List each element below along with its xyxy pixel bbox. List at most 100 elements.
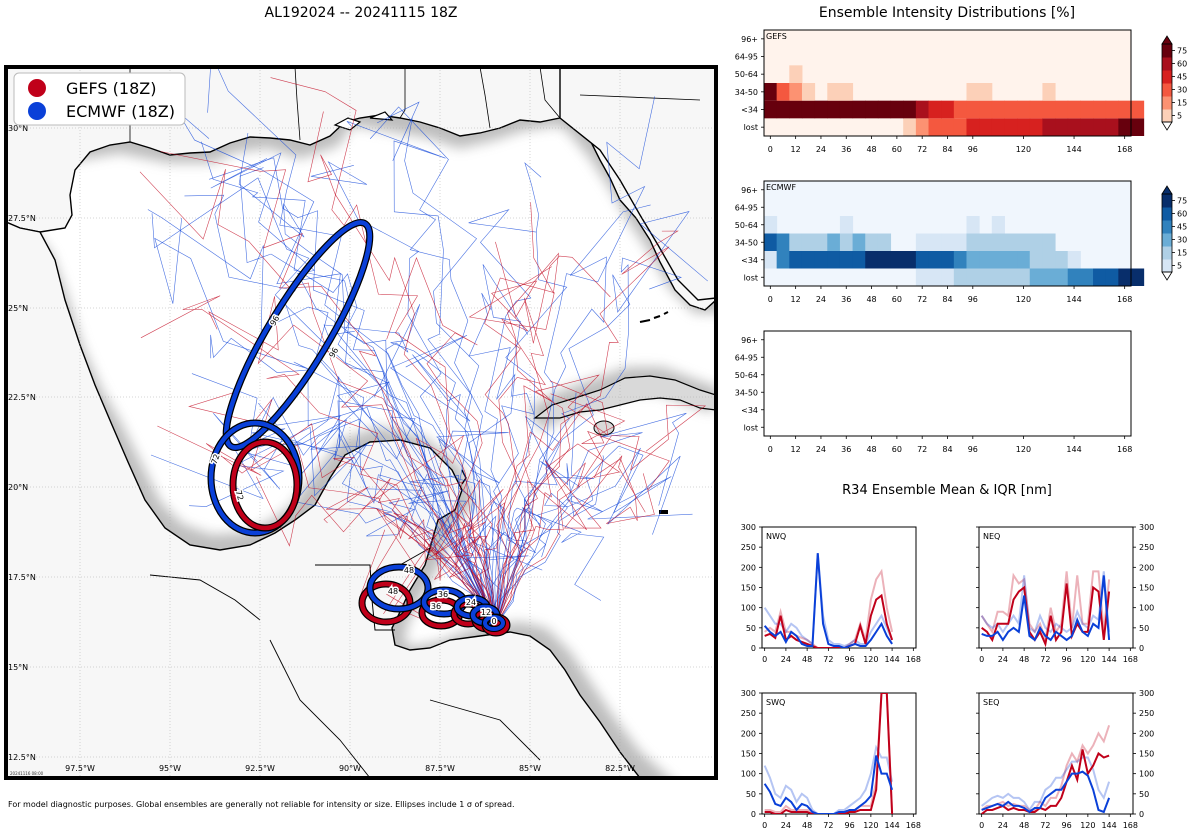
land-mexico-central-america [6,221,641,778]
lon-label: 82.5°W [605,764,635,773]
heatmap-y-label: 34-50 [735,388,758,397]
heatmap-x-label: 48 [866,145,876,154]
heatmap-model-label: GEFS [766,32,787,41]
heatmap-cell [979,100,993,119]
heatmap-cell [979,233,993,251]
heatmap-x-label: 0 [768,145,773,154]
r34-x-label: 48 [802,821,812,830]
heatmap-cell [789,65,803,83]
ensemble-track [160,151,497,626]
colorbar-frame [1161,193,1173,273]
map-frame [4,65,718,780]
ellipse-label: 72 [210,453,222,466]
heatmap-y-label: 50-64 [735,371,758,380]
ecmwf-mean-line [981,575,1111,642]
heatmap-cell [827,233,841,251]
r34-x-label: 0 [762,655,767,664]
heatmap-cell [953,118,967,136]
map-panel: 96 96 96 96 72 72 72 72 48 48 48 48 36 3… [6,67,716,778]
r34-x-label: 24 [998,655,1008,664]
ensemble-track [495,230,679,626]
heatmap-y-label: 50-64 [735,221,758,230]
ensemble-track [210,152,497,626]
heatmap-cell [1042,268,1056,286]
r34-y-label: 0 [1139,810,1144,819]
heatmap-cell [1042,83,1056,101]
heatmap-cell [991,233,1005,251]
ensemble-track [191,373,497,626]
colorbar-segment [1162,57,1172,71]
heatmap-cell [789,251,803,269]
heatmap-x-label: 0 [768,445,773,454]
ensemble-track [184,194,497,626]
heatmap-y-label: <34 [741,106,758,115]
heatmap-x-label: 36 [841,295,851,304]
heatmap-x-label: 120 [1016,445,1031,454]
ellipse-label: 48 [388,587,398,596]
r34-y-label: 50 [746,624,756,633]
r34-y-label: 300 [741,523,756,532]
colorbar-tick-label: 45 [1177,223,1187,232]
ellipse-label: 48 [404,566,414,575]
heatmap-x-label: 96 [968,145,978,154]
r34-y-label: 200 [1139,729,1154,738]
gefs-iqr-line [764,568,894,648]
r34-x-label: 0 [979,821,984,830]
heatmap-cell [1029,268,1043,286]
colorbar-frame [1161,43,1173,123]
heatmap-cell [928,268,942,286]
r34-y-label: 100 [1139,604,1154,613]
heatmap-cell [903,100,917,119]
colorbar-tick-label: 45 [1177,73,1187,82]
ensemble-track [495,257,683,626]
heatmap-cell [1017,251,1031,269]
map-gridlines [6,67,716,778]
heatmap-cell [877,233,892,251]
ensemble-track [323,486,497,626]
heatmap-x-label: 72 [917,445,927,454]
heatmap-cell [941,100,955,119]
heatmap-cell [966,83,980,101]
heatmap-cell [1042,233,1056,251]
heatmap-cell [979,268,993,286]
ensemble-track [488,498,553,626]
heatmap-y-label: <34 [741,406,758,415]
heatmap-cell [1017,118,1031,136]
ensemble-track [468,209,537,626]
r34-y-label: 250 [741,543,756,552]
heatmap-cell [1042,251,1056,269]
heatmap-cell [865,100,879,119]
heatmap-cell [903,251,917,269]
heatmap-cell [814,251,828,269]
heatmap-x-label: 120 [1016,145,1031,154]
r34-x-label: 120 [1080,655,1095,664]
heatmap-cell [915,233,930,251]
r34-x-label: 72 [1040,821,1050,830]
heatmap-cell [1004,118,1018,136]
heatmap-cell [764,216,778,234]
gefs-iqr-line [981,724,1111,811]
heatmap-cell [1017,100,1031,119]
r34-y-label: 0 [1139,644,1144,653]
heatmap-x-label: 84 [942,445,952,454]
heatmap-cell [1042,118,1056,136]
r34-y-label: 100 [741,770,756,779]
map-title: AL192024 -- 20241115 18Z [265,5,458,21]
map-axis-labels: 30°N 27.5°N 25°N 22.5°N 20°N 17.5°N 15°N 12.5°N… [8,124,635,773]
r34-x-label: 120 [863,821,878,830]
heatmap-cell [789,83,803,101]
heatmap-cell [1118,268,1132,286]
r34-y-label: 200 [1139,563,1154,572]
r34-y-label: 200 [741,729,756,738]
r34-x-label: 24 [781,655,791,664]
heatmap-cell [1118,100,1132,119]
r34-frame [761,692,917,815]
ellipse-label: 24 [466,598,476,607]
gefs-legend-marker [28,79,46,97]
intensity-heatmaps: GEFS lost <34 34-50 50-64 64-95 96+ 0 12 24 36 48 60… [735,29,1187,454]
heatmap-cell [979,83,993,101]
ensemble-track [482,264,535,626]
lat-label: 30°N [8,124,28,133]
ecmwf-mean-line [763,755,894,814]
heatmap-cell [1093,118,1107,136]
